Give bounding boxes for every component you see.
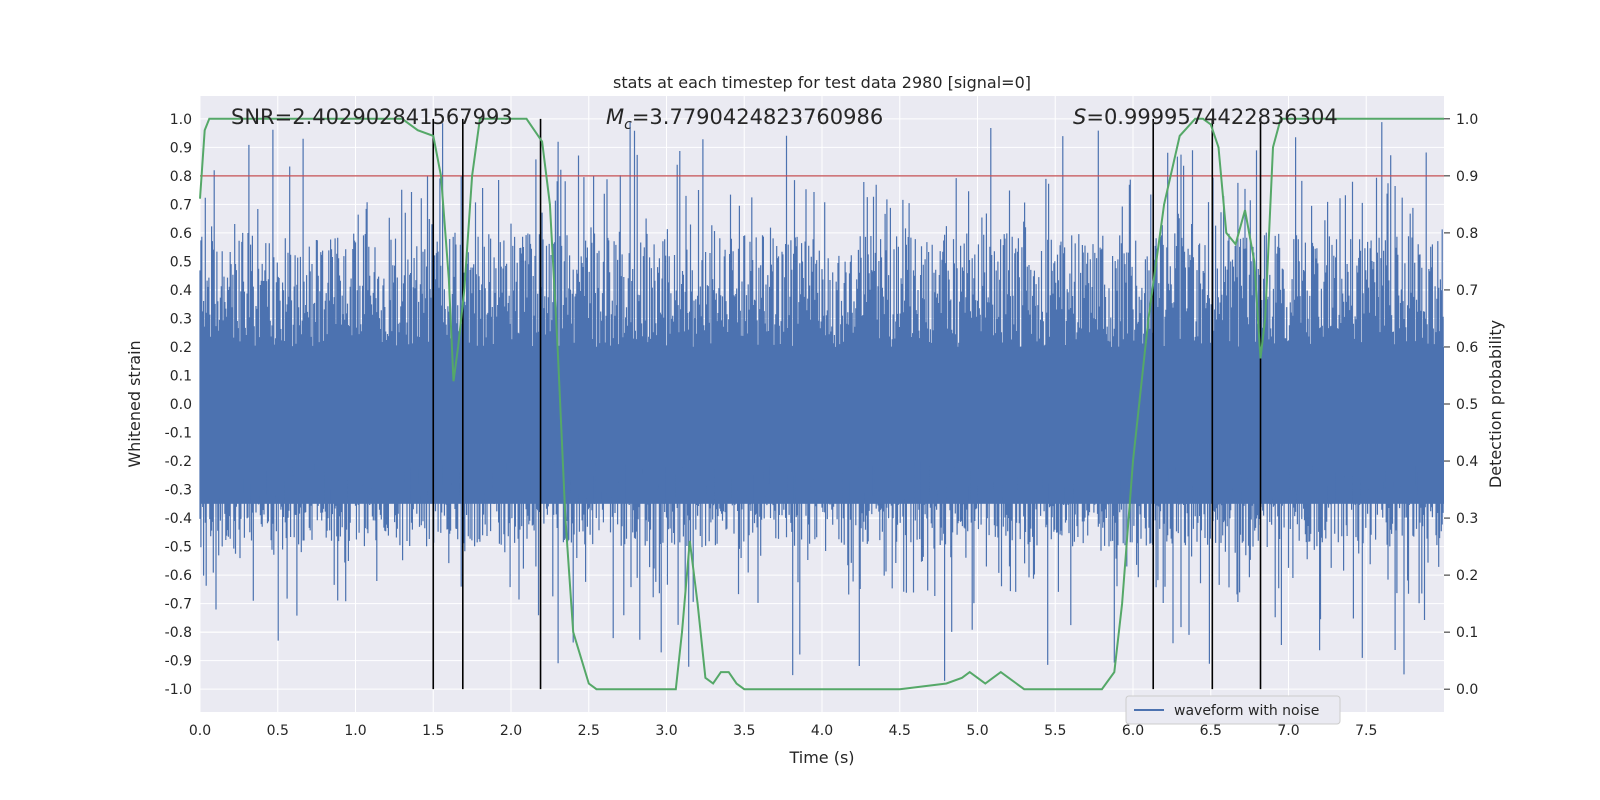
x-tick-label: 7.0 <box>1277 723 1299 739</box>
y-tick-label: 0.0 <box>170 397 192 413</box>
x-tick-label: 6.0 <box>1122 723 1144 739</box>
y-tick-label: -0.9 <box>165 654 192 670</box>
x-tick-label: 4.5 <box>889 723 911 739</box>
y-tick-label: -0.2 <box>165 454 192 470</box>
boundary-lines <box>432 118 1262 690</box>
y-tick-label-right: 0.5 <box>1456 397 1478 413</box>
x-tick-label: 1.5 <box>422 723 444 739</box>
x-tick-label: 6.5 <box>1200 723 1222 739</box>
y-tick-label-right: 0.0 <box>1456 682 1478 698</box>
y-tick-label-right: 0.9 <box>1456 169 1478 185</box>
y-tick-label: 0.5 <box>170 254 192 270</box>
y-tick-label-right: 0.1 <box>1456 625 1478 641</box>
y-tick-label-right: 0.8 <box>1456 226 1478 242</box>
x-tick-label: 2.0 <box>500 723 522 739</box>
x-tick-label: 4.0 <box>811 723 833 739</box>
y-axis-label-left: Whitened strain <box>125 340 144 467</box>
y-tick-label: 0.6 <box>170 226 192 242</box>
x-axis-label: Time (s) <box>788 748 854 767</box>
x-ticks: 0.0 0.5 1.0 1.5 2.0 2.5 3.0 3.5 4.0 4.5 5.0 5.5 6.0 6… <box>189 723 1378 739</box>
x-tick-label: 5.5 <box>1044 723 1066 739</box>
legend-label: waveform with noise <box>1174 703 1319 719</box>
snr-annotation: SNR=2.402902841567993 <box>231 105 513 129</box>
y-tick-label: 1.0 <box>170 112 192 128</box>
x-tick-label: 2.5 <box>578 723 600 739</box>
x-tick-label: 5.0 <box>966 723 988 739</box>
probability-series <box>199 117 1444 691</box>
y-tick-label: 0.9 <box>170 140 192 156</box>
y-tick-label: -0.4 <box>165 511 192 527</box>
x-tick-label: 3.0 <box>655 723 677 739</box>
y-tick-label: -0.3 <box>165 483 192 499</box>
probability-line <box>199 117 1444 691</box>
x-tick-label: 0.5 <box>267 723 289 739</box>
y-tick-label-right: 0.3 <box>1456 511 1478 527</box>
chirp-mass-annotation: Mc=3.7790424823760986 <box>606 105 883 133</box>
y-tick-label: 0.2 <box>170 340 192 356</box>
y-tick-label-right: 0.2 <box>1456 568 1478 584</box>
y-ticks-left: -1.0 -0.9 -0.8 -0.7 -0.6 -0.5 -0.4 -0.3 -0.2 -0.1… <box>165 112 192 698</box>
waveform-series <box>199 121 1444 681</box>
y-tick-label: -0.1 <box>165 426 192 442</box>
y-tick-label: 0.4 <box>170 283 192 299</box>
legend: waveform with noise <box>1125 695 1341 725</box>
chart-title: stats at each timestep for test data 298… <box>613 73 1031 92</box>
x-tick-label: 1.0 <box>344 723 366 739</box>
y-tick-label-right: 0.4 <box>1456 454 1478 470</box>
y-tick-label: -1.0 <box>165 682 192 698</box>
y-tick-label-right: 0.7 <box>1456 283 1478 299</box>
waveform-line <box>199 121 1444 681</box>
x-tick-label: 3.5 <box>733 723 755 739</box>
y-tick-label: 0.7 <box>170 197 192 213</box>
x-tick-label: 7.5 <box>1355 723 1377 739</box>
legend-box <box>1125 695 1341 725</box>
y-tick-label: -0.5 <box>165 540 192 556</box>
score-annotation: S=0.9999574422836304 <box>1073 105 1338 129</box>
y-tick-label: 0.8 <box>170 169 192 185</box>
x-tick-label: 0.0 <box>189 723 211 739</box>
y-tick-label-right: 1.0 <box>1456 112 1478 128</box>
y-axis-label-right: Detection probability <box>1486 320 1505 488</box>
y-tick-label: -0.8 <box>165 625 192 641</box>
y-tick-label: 0.3 <box>170 311 192 327</box>
y-tick-label: -0.7 <box>165 597 192 613</box>
y-tick-label: 0.1 <box>170 368 192 384</box>
y-ticks-right: 0.0 0.1 0.2 0.3 0.4 0.5 0.6 0.7 0.8 0.9 1.0 <box>1444 112 1478 698</box>
y-tick-label: -0.6 <box>165 568 192 584</box>
y-tick-label-right: 0.6 <box>1456 340 1478 356</box>
